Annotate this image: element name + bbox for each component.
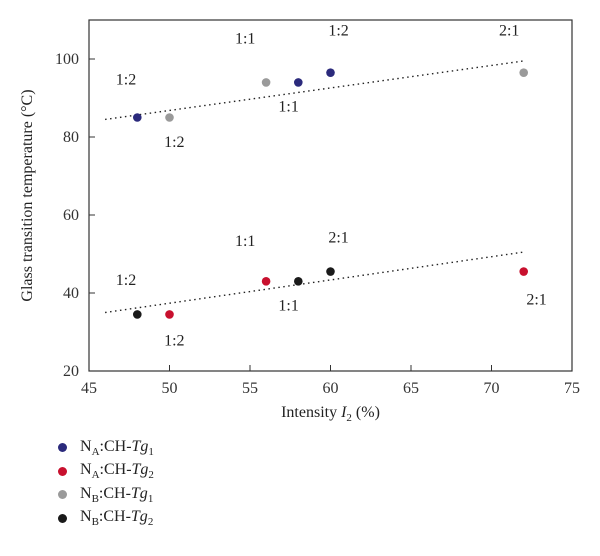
legend-item-na-tg1: NA:CH-Tg1 bbox=[58, 436, 154, 460]
x-tick-label: 50 bbox=[162, 380, 178, 397]
ratio-annotation: 2:1 bbox=[328, 229, 348, 246]
legend-item-nb-tg2: NB:CH-Tg2 bbox=[58, 507, 154, 531]
data-point-nA_tg2 bbox=[519, 267, 528, 276]
y-tick-label: 60 bbox=[63, 207, 79, 224]
x-tick-label: 65 bbox=[403, 380, 419, 397]
ratio-annotation: 1:2 bbox=[164, 333, 184, 350]
legend-marker-nb-tg2 bbox=[58, 513, 67, 523]
data-point-nA_tg2 bbox=[165, 310, 174, 319]
x-tick-label: 45 bbox=[81, 380, 97, 397]
trend-line bbox=[104, 251, 524, 314]
trend-line bbox=[105, 60, 524, 121]
data-point-nA_tg2 bbox=[261, 277, 271, 286]
legend-marker-na-tg2 bbox=[58, 466, 67, 476]
legend-marker-nb-tg1 bbox=[58, 490, 67, 500]
data-point-nB_tg2 bbox=[294, 277, 303, 286]
data-point-nA_tg1 bbox=[326, 68, 335, 77]
legend-label-nb-tg2: NB:CH-Tg2 bbox=[80, 508, 154, 529]
data-point-nA_tg1 bbox=[294, 78, 303, 87]
ratio-annotation: 2:1 bbox=[526, 292, 546, 309]
ratio-annotation: 1:2 bbox=[116, 71, 136, 88]
y-tick-label: 80 bbox=[63, 129, 79, 146]
data-point-nB_tg1 bbox=[165, 113, 174, 122]
legend-item-nb-tg1: NB:CH-Tg1 bbox=[58, 483, 154, 507]
legend-label-na-tg2: NA:CH-Tg2 bbox=[80, 461, 154, 482]
legend-label-na-tg1: NA:CH-Tg1 bbox=[80, 437, 154, 458]
x-tick-label: 75 bbox=[564, 380, 580, 397]
ratio-annotation: 1:1 bbox=[235, 30, 255, 47]
data-point-nB_tg2 bbox=[133, 310, 142, 319]
ratio-annotation: 1:1 bbox=[235, 233, 255, 250]
data-point-nB_tg1 bbox=[261, 78, 271, 87]
y-tick-label: 100 bbox=[55, 51, 79, 68]
ratio-annotation: 1:1 bbox=[278, 99, 298, 116]
ratio-annotation: 1:1 bbox=[278, 298, 298, 315]
x-tick-label: 55 bbox=[242, 380, 258, 397]
data-point-nA_tg1 bbox=[133, 113, 142, 122]
legend: NA:CH-Tg1 NA:CH-Tg2 NB:CH-Tg1 NB:CH-Tg2 bbox=[58, 436, 154, 530]
data-point-nB_tg2 bbox=[326, 267, 335, 276]
y-tick-label: 20 bbox=[63, 363, 79, 380]
y-tick-label: 40 bbox=[63, 285, 79, 302]
y-axis-title: Glass transition temperature (°C) bbox=[19, 89, 36, 301]
ratio-annotation: 1:2 bbox=[164, 134, 184, 151]
x-axis-title: Intensity I2 (%) bbox=[281, 404, 380, 424]
data-point-nB_tg1 bbox=[519, 68, 528, 77]
legend-label-nb-tg1: NB:CH-Tg1 bbox=[80, 484, 154, 505]
ratio-annotation: 1:2 bbox=[116, 272, 136, 289]
legend-marker-na-tg1 bbox=[58, 443, 67, 453]
legend-item-na-tg2: NA:CH-Tg2 bbox=[58, 460, 154, 484]
ratio-annotation: 2:1 bbox=[499, 23, 519, 40]
ratio-annotation: 1:2 bbox=[328, 23, 348, 40]
x-tick-label: 70 bbox=[484, 380, 500, 397]
x-tick-label: 60 bbox=[323, 380, 339, 397]
scatter-chart: 45 50 55 60 65 70 75 20 40 60 80 100 Intensity I2 (%… bbox=[19, 19, 580, 424]
